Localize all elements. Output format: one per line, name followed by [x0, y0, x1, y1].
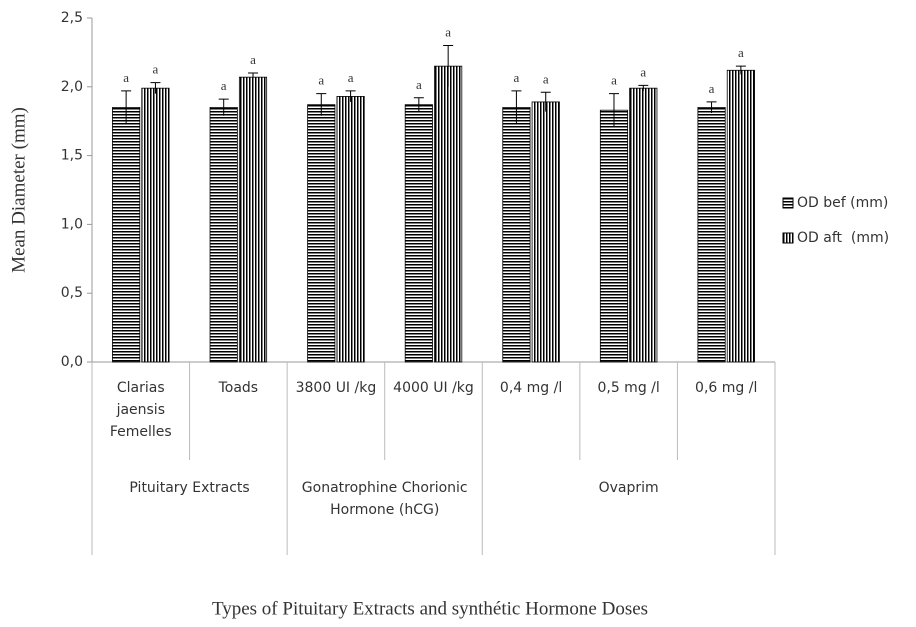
x-tick-label: 0,4 mg /l: [499, 380, 563, 396]
significance-label: a: [153, 62, 159, 77]
bar: [209, 107, 238, 363]
significance-label: a: [514, 70, 520, 85]
error-bar: [121, 90, 132, 124]
legend-label: OD aft (mm): [797, 230, 889, 246]
x-tick-label: Clarias jaensis Femelles: [109, 380, 172, 440]
significance-label: a: [123, 70, 129, 85]
y-tick-label: 1,5: [61, 148, 83, 164]
y-tick-label: 0,0: [61, 354, 83, 370]
significance-label: a: [318, 73, 324, 88]
bar: [697, 107, 726, 363]
y-tick-label: 2,0: [61, 79, 83, 95]
bar: [238, 76, 268, 363]
bar: [404, 104, 433, 363]
group-label: Ovaprim: [598, 480, 659, 496]
significance-label: a: [543, 71, 549, 86]
significance-label: a: [445, 25, 451, 40]
bar: [141, 87, 170, 363]
x-tick-label: 4000 UI /kg: [393, 380, 474, 396]
group-label: Gonatrophine Chorionic Hormone (hCG): [301, 480, 468, 518]
error-bar: [316, 93, 327, 116]
error-bar: [345, 90, 356, 102]
error-bar: [735, 65, 746, 75]
bar: [336, 96, 365, 363]
x-axis-title: Types of Pituitary Extracts and synthéti…: [212, 598, 648, 619]
significance-label: a: [348, 70, 354, 85]
bar: [726, 69, 755, 363]
error-bar: [608, 93, 619, 127]
x-tick-label: 3800 UI /kg: [295, 380, 377, 396]
error-bar: [218, 98, 229, 116]
bar: [502, 107, 531, 363]
error-bar: [413, 97, 424, 112]
bar: [307, 104, 336, 363]
y-axis-title: Mean Diameter (mm): [8, 107, 29, 273]
bar: [629, 87, 658, 363]
error-bar: [511, 90, 522, 124]
bar: [112, 107, 141, 363]
bar: [599, 109, 629, 363]
error-bar: [443, 45, 454, 87]
error-bar: [248, 72, 259, 82]
error-bar: [540, 91, 551, 112]
legend-label: OD bef (mm): [797, 195, 888, 211]
significance-label: a: [709, 81, 715, 96]
significance-label: a: [738, 45, 744, 60]
y-tick-label: 0,5: [61, 285, 83, 301]
y-tick-label: 1,0: [61, 216, 83, 232]
x-tick-label: 0,6 mg /l: [695, 380, 758, 396]
error-bar: [638, 84, 649, 91]
y-tick-label: 2,5: [61, 10, 83, 26]
error-bar: [150, 82, 161, 94]
x-tick-label: 0,5 mg /l: [597, 380, 660, 396]
significance-label: a: [611, 73, 617, 88]
significance-label: a: [250, 52, 256, 67]
significance-label: a: [221, 78, 227, 93]
group-label: Pituitary Extracts: [129, 480, 250, 496]
error-bar: [706, 101, 717, 113]
bar: [434, 65, 463, 363]
significance-label: a: [640, 64, 646, 79]
legend-swatch: [782, 197, 794, 209]
bar: [531, 101, 560, 363]
legend-swatch: [782, 232, 794, 244]
significance-label: a: [416, 77, 422, 92]
x-tick-label: Toads: [218, 380, 259, 396]
